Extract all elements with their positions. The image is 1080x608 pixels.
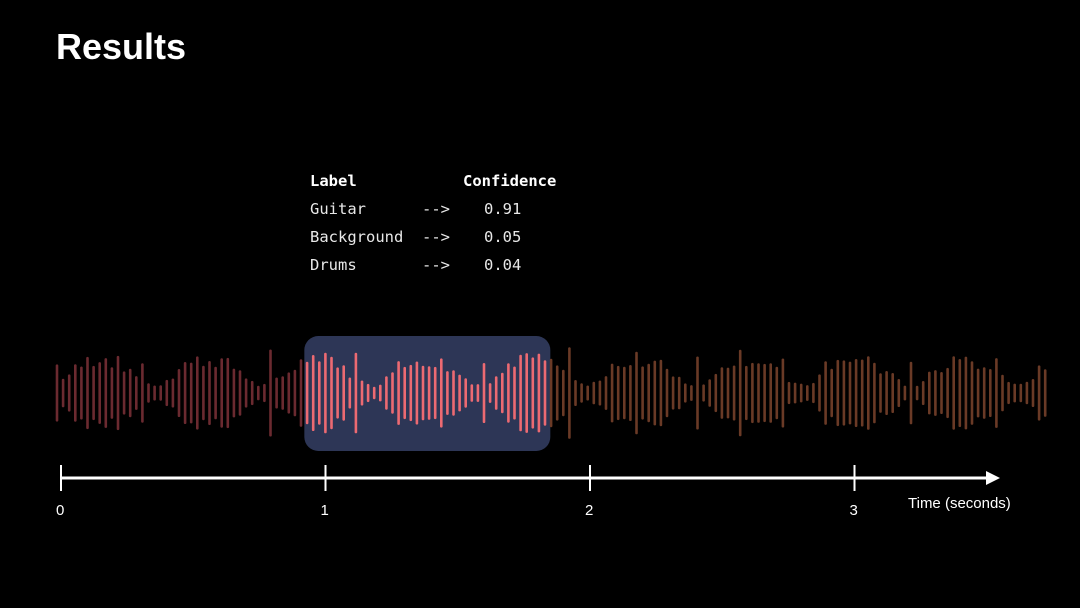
results-header-row: Label Confidence <box>310 172 556 200</box>
arrow-icon: --> <box>422 228 450 246</box>
result-label: Background <box>310 228 404 246</box>
tick-label-0: 0 <box>56 502 65 519</box>
slide-title: Results <box>56 26 187 67</box>
time-axis-arrowhead-icon <box>986 471 1000 485</box>
tick-label-3: 3 <box>849 502 858 519</box>
time-axis-label: Time (seconds) <box>908 495 1011 512</box>
time-axis-ticks <box>60 465 856 491</box>
result-confidence: 0.05 <box>484 228 522 246</box>
result-label: Drums <box>310 256 357 274</box>
result-confidence: 0.04 <box>484 256 522 274</box>
arrow-icon: --> <box>422 200 450 218</box>
label-column-header: Label <box>310 172 357 190</box>
classification-results: Label Confidence Guitar --> 0.91 Backgro… <box>310 172 556 284</box>
result-row-guitar: Guitar --> 0.91 <box>310 200 521 228</box>
result-row-drums: Drums --> 0.04 <box>310 256 521 284</box>
tick-label-2: 2 <box>585 502 594 519</box>
result-confidence: 0.91 <box>484 200 522 218</box>
result-row-background: Background --> 0.05 <box>310 228 521 256</box>
tick-label-1: 1 <box>320 502 329 519</box>
analysis-window-highlight <box>304 336 551 451</box>
audio-waveform <box>55 347 1047 439</box>
confidence-column-header: Confidence <box>463 172 557 190</box>
result-label: Guitar <box>310 200 366 218</box>
arrow-icon: --> <box>422 256 450 274</box>
